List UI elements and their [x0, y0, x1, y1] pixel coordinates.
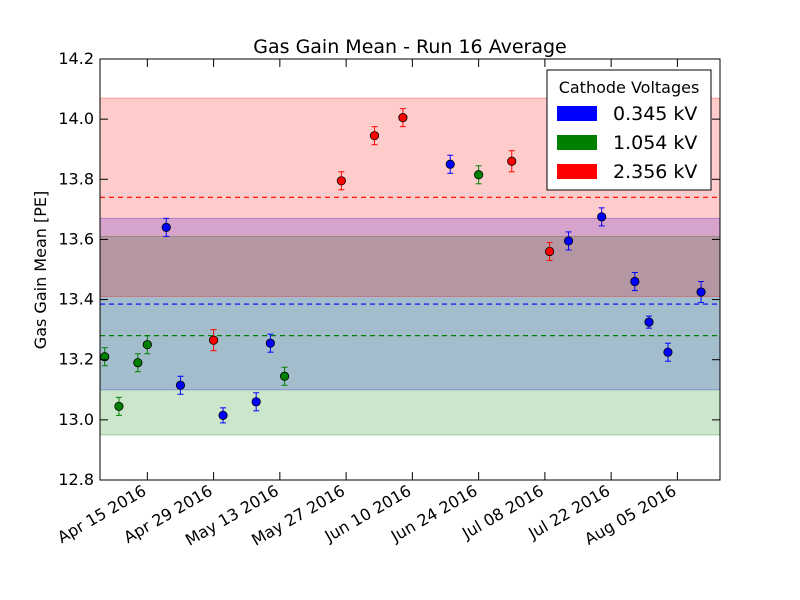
data-point-series-2-2 — [369, 126, 380, 146]
y-tick-label-2: 13.2 — [58, 350, 94, 369]
legend-swatch-1 — [557, 135, 597, 150]
marker — [445, 159, 455, 169]
data-point-series-1-1 — [114, 396, 124, 416]
marker — [265, 338, 275, 348]
data-point-series-0-10 — [663, 342, 673, 362]
marker — [279, 371, 290, 381]
axes-frame — [99, 58, 721, 481]
marker — [545, 246, 555, 257]
y-tick-label-7: 14.2 — [58, 49, 94, 68]
marker — [630, 276, 640, 287]
marker — [369, 131, 380, 141]
data-point-series-0-7 — [597, 207, 607, 227]
legend-swatch-0 — [557, 106, 597, 121]
legend-label-2: 2.356 kV — [613, 161, 697, 183]
marker — [142, 340, 152, 350]
data-point-series-2-3 — [398, 108, 408, 128]
marker — [114, 401, 124, 411]
data-point-series-2-0 — [208, 329, 219, 352]
data-point-series-0-0 — [161, 217, 171, 237]
marker — [644, 317, 654, 327]
marker — [398, 113, 408, 123]
marker — [663, 347, 673, 357]
y-tick-label-5: 13.8 — [58, 169, 94, 188]
data-point-series-1-3 — [142, 335, 152, 355]
data-point-series-2-5 — [545, 241, 555, 261]
data-point-series-0-3 — [251, 392, 261, 412]
data-point-series-0-4 — [265, 333, 275, 353]
data-point-series-0-11 — [696, 281, 706, 304]
legend-label-1: 1.054 kV — [613, 132, 697, 154]
data-point-series-0-2 — [218, 407, 228, 424]
data-point-series-1-2 — [133, 353, 143, 373]
marker — [336, 176, 346, 186]
marker — [696, 287, 706, 297]
legend-swatch-2 — [557, 164, 597, 179]
y-tick-label-0: 12.8 — [58, 470, 94, 489]
data-point-series-1-5 — [474, 165, 484, 185]
marker — [175, 380, 186, 390]
data-point-series-0-6 — [563, 231, 574, 251]
marker — [251, 397, 261, 407]
chart-title: Gas Gain Mean - Run 16 Average — [253, 36, 566, 58]
legend-title: Cathode Voltages — [559, 78, 700, 97]
y-tick-label-3: 13.4 — [58, 290, 94, 309]
marker — [474, 170, 484, 180]
marker — [507, 156, 517, 166]
data-point-series-0-9 — [644, 315, 654, 329]
data-point-series-0-5 — [445, 154, 455, 174]
data-point-series-1-4 — [279, 366, 290, 386]
data-point-series-1-0 — [100, 347, 110, 367]
marker — [208, 335, 219, 345]
y-tick-label-1: 13.0 — [58, 410, 94, 429]
y-tick-label-6: 14.0 — [58, 109, 94, 128]
marker — [161, 222, 171, 232]
marker — [597, 212, 607, 222]
y-axis-label: Gas Gain Mean [PE] — [31, 191, 50, 349]
data-point-series-2-4 — [507, 150, 517, 173]
marker — [133, 358, 143, 368]
data-point-series-0-8 — [630, 272, 640, 292]
data-point-series-0-1 — [175, 375, 186, 395]
y-tick-label-4: 13.6 — [58, 229, 94, 248]
marker — [563, 236, 574, 246]
data-point-series-2-1 — [336, 171, 346, 191]
marker — [218, 410, 228, 420]
legend-label-0: 0.345 kV — [613, 103, 697, 125]
marker — [100, 352, 110, 362]
legend: Cathode Voltages 0.345 kV 1.054 kV 2.356 kV — [546, 69, 712, 191]
